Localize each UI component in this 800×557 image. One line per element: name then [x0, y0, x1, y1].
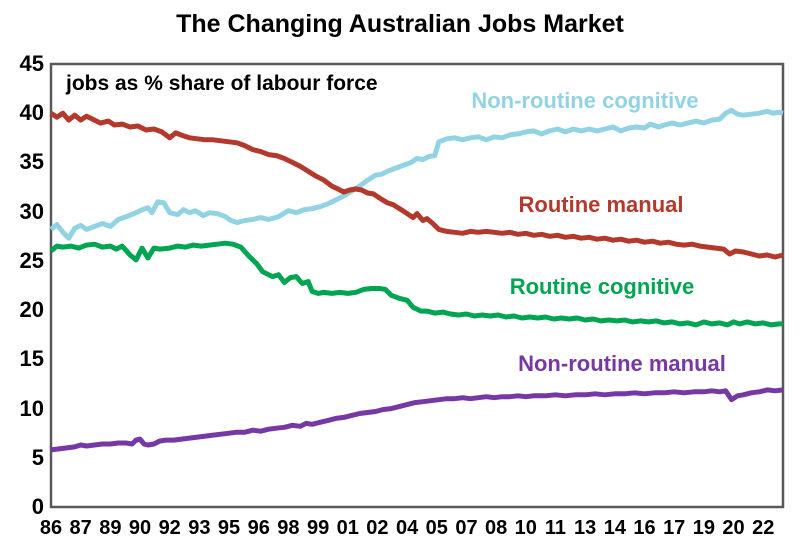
series-label-routine-manual: Routine manual — [518, 192, 684, 217]
x-tick-label: 99 — [306, 517, 330, 539]
y-tick-label: 30 — [19, 198, 44, 224]
series-lines — [49, 107, 784, 453]
series-label-non-routine-manual: Non-routine manual — [518, 351, 726, 376]
y-tick-label: 5 — [31, 444, 44, 470]
series-label-non-routine-cognitive: Non-routine cognitive — [471, 88, 699, 113]
x-tick-label: 87 — [69, 517, 92, 539]
plot-border — [49, 62, 785, 509]
y-tick-label: 40 — [19, 100, 44, 126]
y-tick-label: 25 — [19, 247, 44, 273]
y-tick-label: 35 — [19, 149, 44, 175]
x-tick-label: 96 — [247, 517, 270, 539]
x-tick-label: 95 — [217, 517, 241, 539]
x-tick-label: 13 — [574, 517, 597, 539]
series-label-routine-cognitive: Routine cognitive — [509, 274, 695, 299]
x-tick-label: 19 — [692, 517, 715, 539]
y-tick-label: 45 — [19, 51, 44, 76]
x-tick-label: 07 — [455, 517, 478, 539]
x-tick-label: 86 — [39, 517, 63, 539]
x-tick-label: 92 — [158, 517, 181, 539]
x-tick-label: 05 — [425, 517, 448, 539]
x-tick-label: 08 — [485, 517, 508, 539]
x-tick-label: 10 — [514, 517, 537, 539]
x-tick-label: 22 — [752, 517, 775, 539]
series-line-non-routine-cognitive — [49, 107, 784, 241]
x-tick-label: 01 — [336, 517, 359, 539]
x-tick-label: 89 — [99, 517, 122, 539]
y-tick-label: 0 — [31, 494, 44, 519]
y-tick-label: 10 — [19, 395, 44, 421]
x-tick-label: 17 — [663, 517, 686, 539]
series-line-routine-manual — [49, 110, 784, 260]
series-line-routine-cognitive — [49, 240, 783, 328]
x-tick-label: 90 — [128, 517, 152, 539]
x-tick-label: 93 — [188, 517, 211, 539]
x-tick-label: 11 — [544, 517, 567, 539]
x-tick-label: 98 — [277, 517, 300, 539]
x-tick-label: 14 — [603, 517, 626, 539]
y-tick-label: 15 — [19, 346, 44, 372]
plot-annotation: jobs as % share of labour force — [66, 72, 378, 95]
y-tick-label: 20 — [19, 297, 44, 323]
series-line-non-routine-manual — [50, 387, 784, 453]
chart-title: The Changing Australian Jobs Market — [176, 10, 624, 38]
x-tick-label: 20 — [722, 517, 745, 539]
x-tick-label: 02 — [366, 517, 389, 539]
x-tick-label: 16 — [633, 517, 656, 539]
x-tick-label: 04 — [395, 517, 419, 539]
